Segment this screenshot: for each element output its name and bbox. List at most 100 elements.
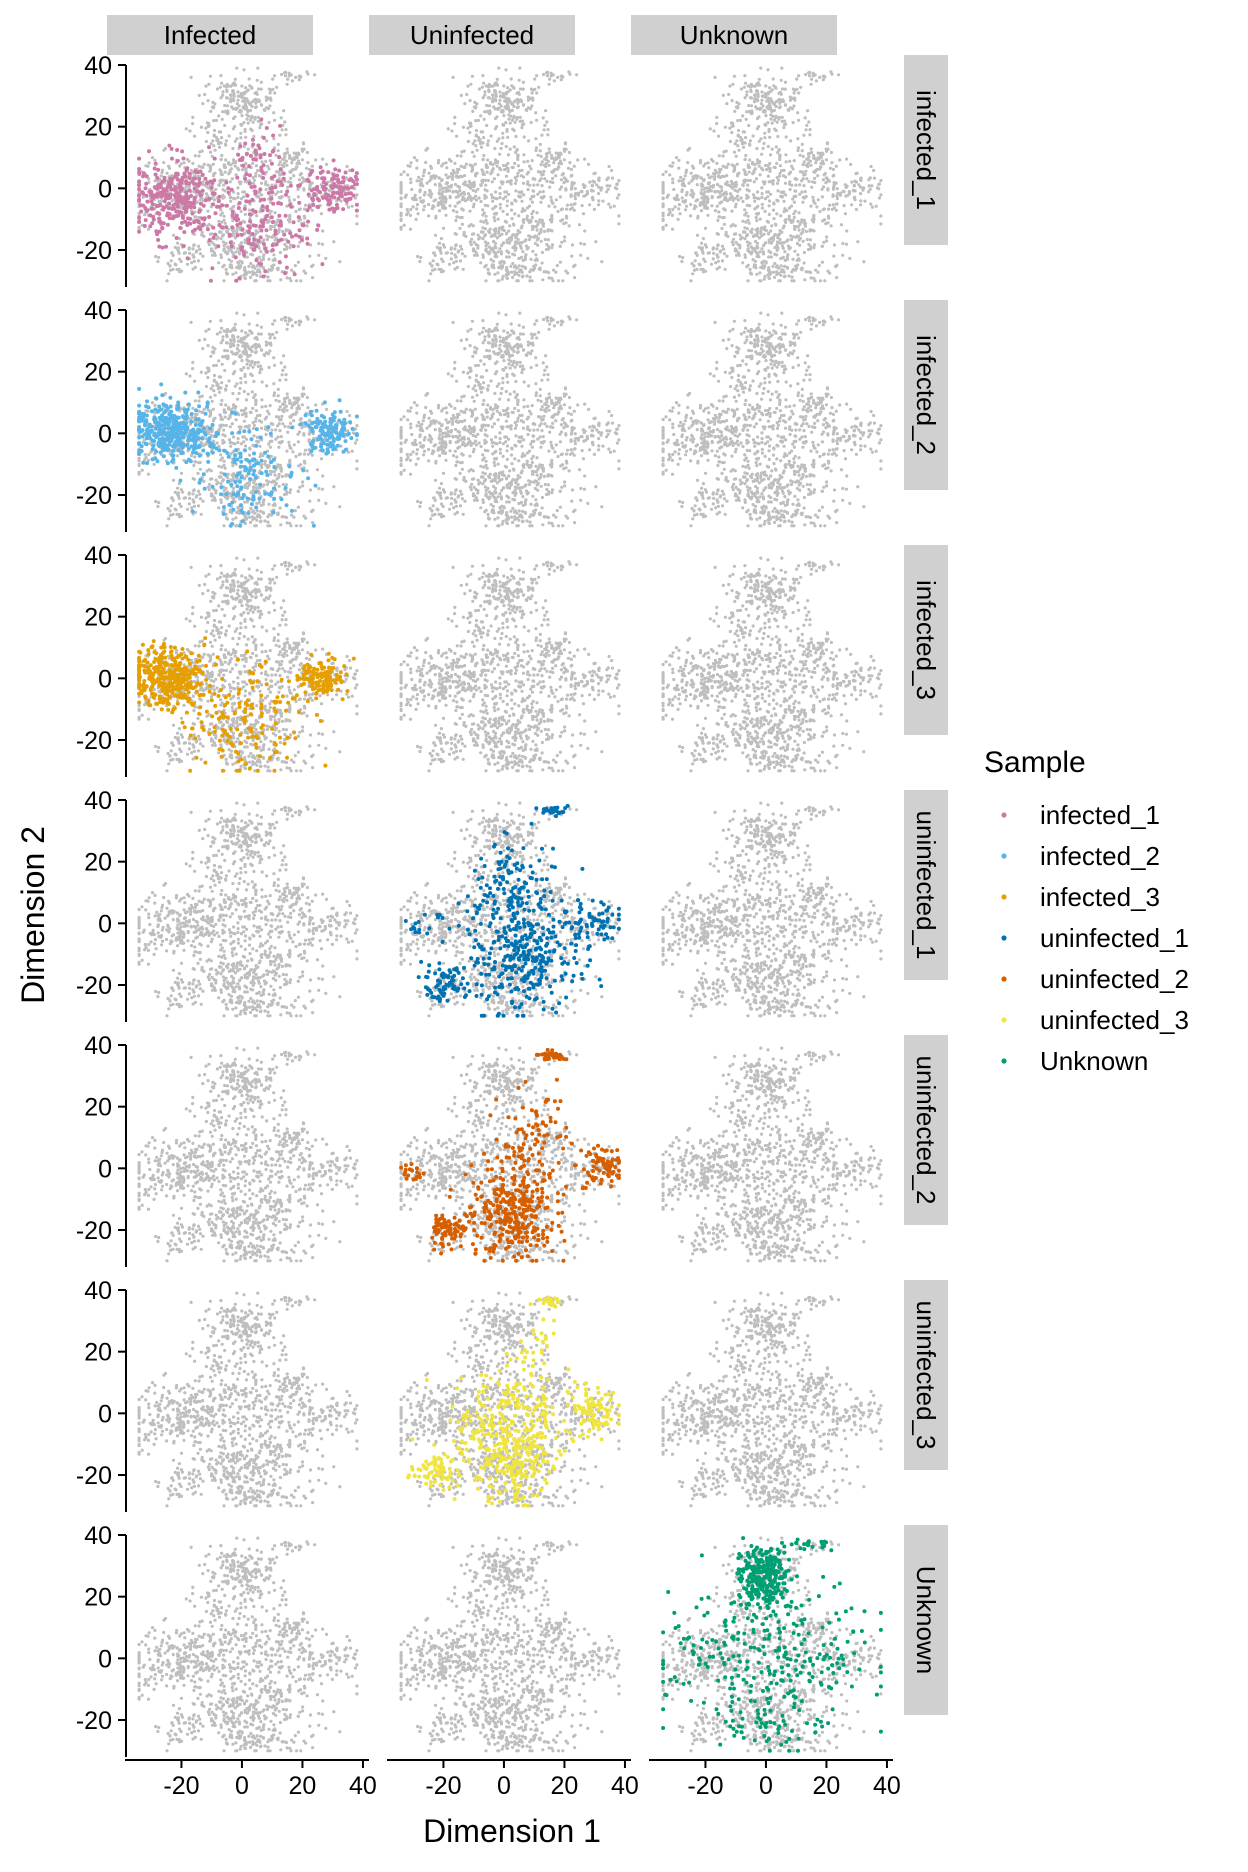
background-point [581,204,584,207]
background-point [400,173,403,176]
data-point [137,187,141,191]
background-point [484,184,487,187]
background-point [449,196,452,199]
background-point [527,99,530,102]
data-point [243,207,247,211]
background-point [250,86,253,89]
background-point [803,160,806,163]
background-point [154,255,157,258]
background-point [454,244,457,247]
background-point [488,90,491,93]
background-point [513,100,516,103]
background-point [500,147,503,150]
background-point [204,85,207,88]
background-point [249,253,252,256]
background-point [261,160,264,163]
background-point [244,86,247,89]
background-point [234,271,237,274]
background-point [616,196,619,199]
background-point [271,78,274,81]
background-point [237,168,240,171]
background-point [270,265,273,268]
background-point [236,247,239,250]
background-point [567,167,570,170]
background-point [301,148,304,151]
data-point [142,171,146,175]
background-point [214,188,217,191]
background-point [505,250,508,253]
background-point [229,180,232,183]
background-point [474,144,477,147]
background-point [498,247,501,250]
background-point [525,217,528,220]
background-point [167,272,170,275]
background-point [457,176,460,179]
background-point [519,87,522,90]
data-point [261,176,265,180]
background-point [470,124,473,127]
background-point [400,191,403,194]
data-point [261,204,265,208]
background-point [566,204,569,207]
background-point [223,264,226,267]
background-point [409,228,412,231]
background-point [256,196,259,199]
background-point [289,171,292,174]
background-point [240,210,243,213]
background-point [453,122,456,125]
data-point [189,205,193,209]
background-point [236,107,239,110]
background-point [518,196,521,199]
background-point [503,190,506,193]
background-point [483,90,486,93]
data-point [205,181,209,185]
background-point [431,269,434,272]
background-point [218,146,221,149]
background-point [506,204,509,207]
background-point [769,170,772,173]
background-point [286,276,289,279]
background-point [497,250,500,253]
data-point [327,202,331,206]
background-point [355,222,358,225]
background-point [553,205,556,208]
background-point [207,99,210,102]
background-point [293,198,296,201]
background-point [295,279,298,282]
background-point [510,77,513,80]
background-point [338,260,341,263]
background-point [482,154,485,157]
background-point [249,103,252,106]
data-point [144,218,148,222]
background-point [265,188,268,191]
data-point [217,199,221,203]
background-point [481,158,484,161]
background-point [607,188,610,191]
background-point [492,240,495,243]
background-point [845,243,848,246]
background-point [543,230,546,233]
background-point [502,84,505,87]
background-point [497,218,500,221]
background-point [267,258,270,261]
background-point [554,271,557,274]
data-point [248,181,252,185]
data-point [162,178,166,182]
background-point [503,261,506,264]
background-point [573,194,576,197]
background-point [275,170,278,173]
background-point [355,193,358,196]
background-point [297,245,300,248]
background-point [298,78,301,81]
data-point [230,244,234,248]
background-point [463,231,466,234]
background-point [185,127,188,130]
background-point [191,253,194,256]
background-point [470,223,473,226]
background-point [515,234,518,237]
data-point [139,210,143,214]
background-point [517,257,520,260]
background-point [203,93,206,96]
background-point [496,271,499,274]
data-point [156,168,160,172]
